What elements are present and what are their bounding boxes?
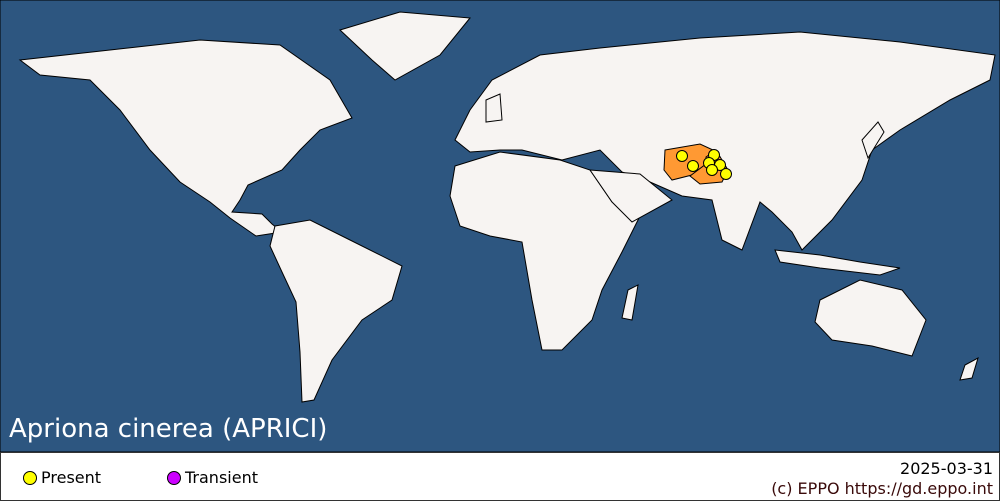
legend-present: Present xyxy=(23,468,101,487)
landmass-south-america xyxy=(269,219,403,403)
copyright-link[interactable]: (c) EPPO https://gd.eppo.int xyxy=(771,479,993,498)
landmass-indonesia xyxy=(774,249,901,276)
present-record-marker[interactable] xyxy=(706,164,718,176)
landmass-eurasia xyxy=(454,31,996,251)
landmass-arabia xyxy=(588,169,673,223)
legend-transient-label: Transient xyxy=(185,468,258,487)
present-record-marker[interactable] xyxy=(676,150,688,162)
landmass-japan xyxy=(861,121,885,160)
landmass-madagascar xyxy=(621,284,639,321)
present-marker-icon xyxy=(23,470,37,485)
landmass-australia xyxy=(814,279,927,357)
legend: Present Transient 2025-03-31 (c) EPPO ht… xyxy=(0,452,1000,501)
landmass-new-zealand xyxy=(959,356,979,381)
landmass-north-america xyxy=(18,39,353,237)
transient-marker-icon xyxy=(167,470,181,485)
map-date: 2025-03-31 xyxy=(900,459,993,478)
legend-present-label: Present xyxy=(41,468,102,487)
present-record-marker[interactable] xyxy=(687,160,699,172)
legend-transient: Transient xyxy=(167,468,258,487)
landmass-uk xyxy=(485,93,503,123)
present-record-marker[interactable] xyxy=(720,168,732,180)
landmass-greenland xyxy=(339,11,471,81)
world-map xyxy=(0,0,1000,452)
map-title: Apriona cinerea (APRICI) xyxy=(9,414,328,444)
landmass-africa xyxy=(449,151,643,351)
